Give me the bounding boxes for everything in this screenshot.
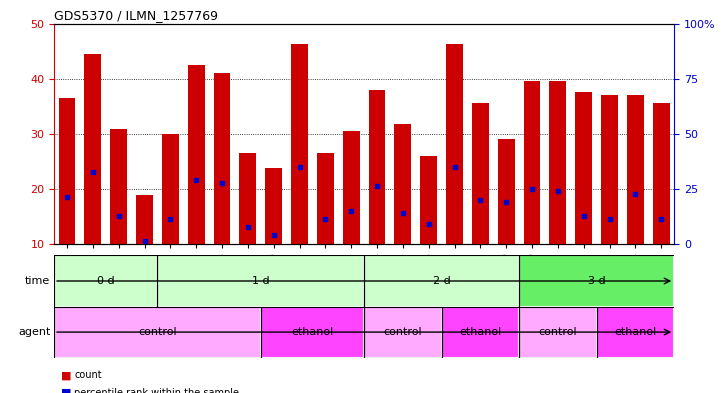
Bar: [291, 44, 308, 244]
Bar: [342, 131, 360, 244]
Text: ethanol: ethanol: [459, 327, 502, 337]
Text: 2 d: 2 d: [433, 276, 451, 286]
Bar: [368, 90, 386, 244]
Bar: [317, 153, 334, 244]
Bar: [653, 103, 670, 244]
Bar: [58, 98, 76, 244]
Bar: [84, 54, 101, 244]
Bar: [601, 95, 618, 244]
Bar: [519, 307, 596, 358]
Text: count: count: [74, 370, 102, 380]
Bar: [136, 195, 153, 244]
Text: ■: ■: [61, 388, 72, 393]
Text: 0 d: 0 d: [97, 276, 115, 286]
Bar: [187, 65, 205, 244]
Text: time: time: [25, 276, 50, 286]
Bar: [364, 307, 441, 358]
Text: control: control: [539, 327, 578, 337]
Bar: [549, 81, 566, 244]
Text: ethanol: ethanol: [291, 327, 334, 337]
Bar: [446, 44, 463, 244]
Bar: [627, 95, 644, 244]
Text: percentile rank within the sample: percentile rank within the sample: [74, 388, 239, 393]
Bar: [239, 153, 256, 244]
Text: 3 d: 3 d: [588, 276, 606, 286]
Bar: [472, 103, 489, 244]
Bar: [265, 168, 282, 244]
Bar: [162, 134, 179, 244]
Bar: [523, 81, 541, 244]
Text: control: control: [138, 327, 177, 337]
Bar: [596, 307, 674, 358]
Text: ethanol: ethanol: [614, 327, 657, 337]
Bar: [575, 92, 592, 244]
Bar: [519, 255, 674, 307]
Text: agent: agent: [18, 327, 50, 337]
Text: ■: ■: [61, 370, 72, 380]
Bar: [394, 124, 411, 244]
Bar: [110, 129, 127, 244]
Text: GDS5370 / ILMN_1257769: GDS5370 / ILMN_1257769: [54, 9, 218, 22]
Bar: [54, 255, 157, 307]
Text: 1 d: 1 d: [252, 276, 270, 286]
Bar: [213, 73, 231, 244]
Bar: [497, 139, 515, 244]
Text: control: control: [384, 327, 423, 337]
Bar: [420, 156, 437, 244]
Bar: [54, 307, 261, 358]
Bar: [441, 307, 519, 358]
Bar: [261, 307, 364, 358]
Bar: [157, 255, 364, 307]
Bar: [364, 255, 519, 307]
